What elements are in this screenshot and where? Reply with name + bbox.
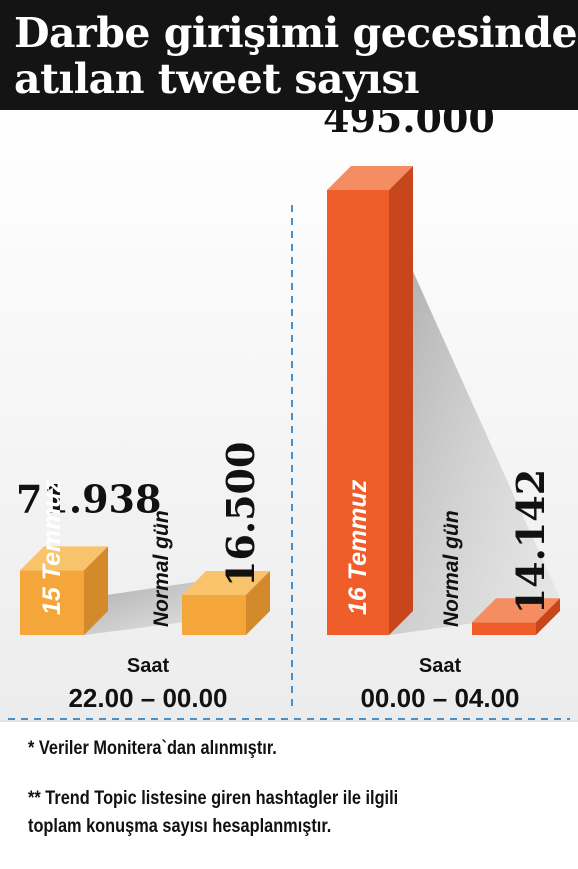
footnotes: * Veriler Monitera`dan alınmıştır. ** Tr… (0, 722, 578, 869)
footnote-2-continued: toplam konuşma sayısı hesaplanmıştır. (28, 814, 331, 839)
bar-1-main-top (20, 546, 108, 571)
chart-title: Darbe girişimi gecesinde atılan tweet sa… (14, 9, 578, 103)
footnote-1-text: Veriler Monitera`dan alınmıştır. (38, 738, 277, 759)
title-bar: Darbe girişimi gecesinde atılan tweet sa… (0, 0, 578, 110)
footnote-2: ** Trend Topic listesine giren hashtagle… (28, 786, 398, 811)
category-label-1-main: 15 Temmuz (38, 479, 66, 615)
value-label-2-main: 495.000 (323, 110, 495, 141)
category-label-2-main: 16 Temmuz (344, 479, 372, 615)
category-label-1-normal: Normal gün (150, 510, 173, 627)
bar-shadow-2 (389, 218, 560, 635)
bar-1-normal-top (182, 571, 270, 595)
bar-1-normal-side (246, 571, 270, 635)
value-label-1-normal: 16.500 (218, 442, 263, 587)
value-label-1-main: 71.938 (16, 476, 161, 521)
time-label-1: Saat (127, 655, 170, 677)
time-label-2: Saat (419, 655, 462, 677)
bar-2-normal-front (472, 622, 536, 635)
time-range-1: 22.00 – 00.00 (68, 683, 227, 713)
footnote-1: * Veriler Monitera`dan alınmıştır. (28, 736, 277, 761)
bar-1-main-side (84, 546, 108, 635)
category-label-2-normal: Normal gün (440, 510, 463, 627)
title-line-2: atılan tweet sayısı (14, 55, 420, 103)
bar-2-normal-top (472, 598, 560, 623)
bar-1-main-front (20, 570, 84, 635)
value-label-2-normal: 14.142 (508, 469, 553, 614)
footnote-2-marker: ** (28, 788, 41, 809)
title-line-1: Darbe girişimi gecesinde (14, 9, 578, 57)
footnote-2-text-1: Trend Topic listesine giren hashtagler i… (45, 788, 399, 809)
bar-1-normal-front (182, 595, 246, 635)
bar-2-main-front (327, 190, 389, 635)
bar-2-normal-side (536, 598, 560, 635)
bar-2-main-top (327, 166, 413, 190)
time-range-2: 00.00 – 04.00 (360, 683, 519, 713)
bar-2-main-side (389, 166, 413, 635)
footnote-2-text-2: toplam konuşma sayısı hesaplanmıştır. (28, 816, 332, 837)
footnote-1-marker: * (28, 738, 35, 759)
